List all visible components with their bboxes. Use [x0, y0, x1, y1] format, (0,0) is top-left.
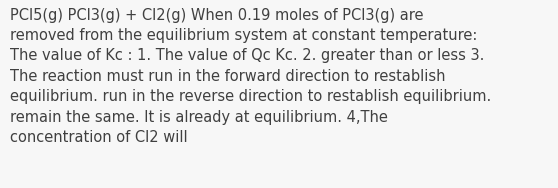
- Text: PCl5(g) PCl3(g) + Cl2(g) When 0.19 moles of PCl3(g) are
removed from the equilib: PCl5(g) PCl3(g) + Cl2(g) When 0.19 moles…: [10, 8, 491, 145]
